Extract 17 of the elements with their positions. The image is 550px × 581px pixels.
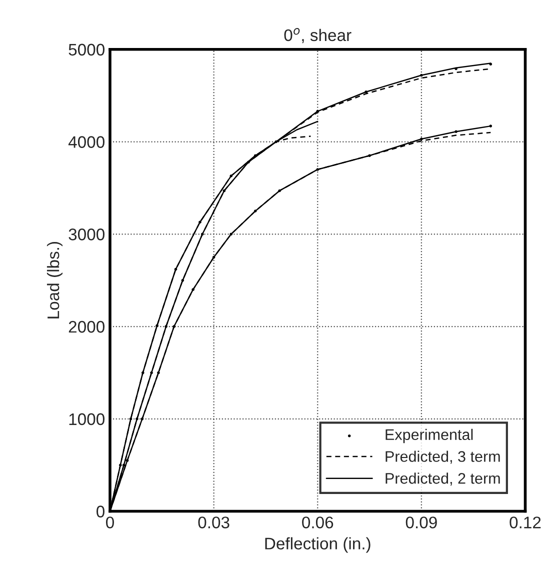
legend-label: Experimental <box>386 428 473 444</box>
legend-label: Predicted, 3 term <box>386 450 500 464</box>
x-tick-label: 0.03 <box>198 516 230 528</box>
x-tick-label: 0.06 <box>302 516 334 528</box>
y-tick-label: 2000 <box>68 320 104 333</box>
x-tick-label: 0 <box>106 516 114 528</box>
y-tick-label: 3000 <box>68 228 104 240</box>
x-tick-label: 0.12 <box>510 516 541 528</box>
legend-label: Predicted, 2 term <box>386 472 500 486</box>
y-tick-label: 5000 <box>68 44 104 56</box>
y-tick-label: 1000 <box>69 413 104 426</box>
x-tick-label: 0.09 <box>406 516 437 528</box>
x-axis-title: Deflection (in.) <box>265 537 370 553</box>
y-tick-label: 0 <box>96 506 104 518</box>
chart-title: 0$^{o}$, shear <box>284 28 352 44</box>
y-axis-title: Load (lbs.) <box>46 242 63 318</box>
y-tick-label: 4000 <box>68 136 104 148</box>
